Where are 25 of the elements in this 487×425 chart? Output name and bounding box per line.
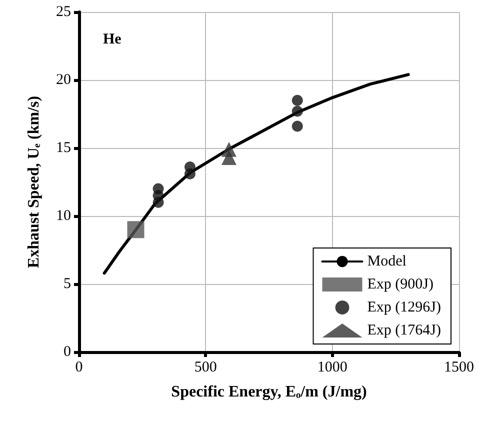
y-tick-label: 10 — [56, 208, 71, 224]
y-tick-label: 25 — [56, 4, 71, 20]
legend-label: Model — [367, 254, 406, 270]
x-axis-title: Specific Energy, Eₒ/m (J/mg) — [171, 384, 367, 400]
y-tick-label: 20 — [56, 72, 71, 88]
point — [292, 106, 303, 117]
x-tick-label: 0 — [75, 360, 83, 376]
x-tick-label: 500 — [194, 360, 217, 376]
annotation: He — [103, 32, 122, 48]
point — [127, 221, 144, 238]
y-axis-title: Exhaust Speed, Uₑ (km/s) — [26, 96, 42, 268]
point — [184, 168, 196, 180]
point — [292, 120, 303, 132]
legend-label: Exp (1764J) — [367, 322, 442, 338]
line-series — [102, 73, 410, 275]
y-tick-label: 15 — [56, 140, 71, 156]
point — [221, 150, 236, 166]
legend-label: Exp (1296J) — [367, 300, 442, 316]
y-tick-label: 0 — [64, 344, 71, 360]
x-tick-label: 1000 — [317, 360, 348, 376]
point — [152, 196, 164, 208]
point — [292, 94, 303, 106]
y-tick-label: 5 — [64, 276, 71, 292]
x-tick-label: 1500 — [444, 360, 474, 376]
legend-label: Exp (900J) — [367, 276, 434, 292]
